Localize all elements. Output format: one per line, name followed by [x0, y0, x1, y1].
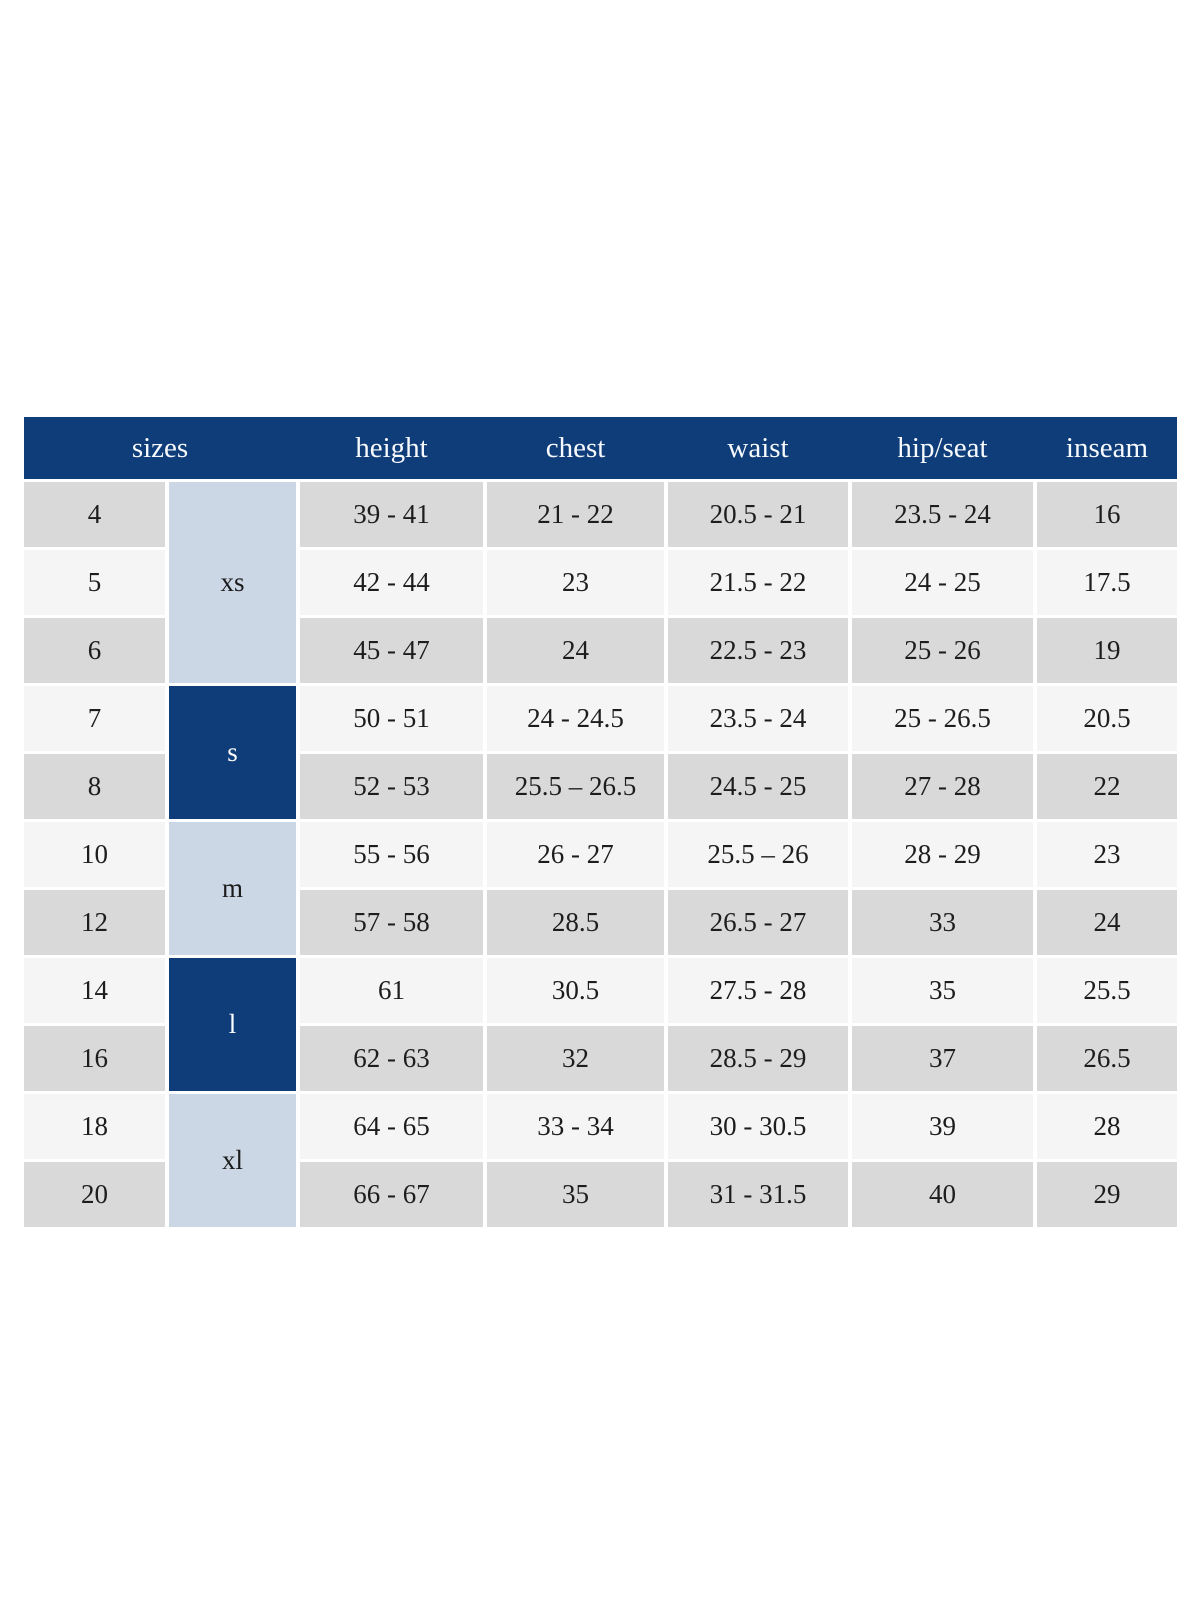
inseam-cell: 17.5 — [1037, 550, 1177, 615]
waist-cell: 21.5 - 22 — [668, 550, 848, 615]
chest-cell: 25.5 – 26.5 — [487, 754, 664, 819]
height-cell: 39 - 41 — [300, 482, 483, 547]
chest-cell: 23 — [487, 550, 664, 615]
size-group-cell-xs: xs — [169, 482, 296, 683]
hip-seat-cell: 25 - 26.5 — [852, 686, 1033, 751]
height-cell: 52 - 53 — [300, 754, 483, 819]
size-cell: 4 — [24, 482, 165, 547]
waist-cell: 30 - 30.5 — [668, 1094, 848, 1159]
waist-cell: 25.5 – 26 — [668, 822, 848, 887]
height-cell: 50 - 51 — [300, 686, 483, 751]
inseam-cell: 25.5 — [1037, 958, 1177, 1023]
inseam-cell: 20.5 — [1037, 686, 1177, 751]
column-header-sizes: sizes — [131, 431, 189, 464]
column-header-inseam: inseam — [1065, 431, 1149, 464]
hip-seat-cell: 39 — [852, 1094, 1033, 1159]
inseam-cell: 24 — [1037, 890, 1177, 955]
inseam-cell: 19 — [1037, 618, 1177, 683]
table-body: 4 xs 39 - 41 21 - 22 20.5 - 21 23.5 - 24… — [24, 482, 1177, 1227]
height-cell: 61 — [300, 958, 483, 1023]
chest-cell: 35 — [487, 1162, 664, 1227]
hip-seat-cell: 23.5 - 24 — [852, 482, 1033, 547]
table-header-row: sizes height chest waist hip/seat inseam — [24, 417, 1177, 479]
column-header-chest: chest — [545, 431, 606, 464]
hip-seat-cell: 25 - 26 — [852, 618, 1033, 683]
column-header-height: height — [355, 431, 428, 464]
hip-seat-cell: 33 — [852, 890, 1033, 955]
chest-cell: 32 — [487, 1026, 664, 1091]
inseam-cell: 22 — [1037, 754, 1177, 819]
height-cell: 66 - 67 — [300, 1162, 483, 1227]
inseam-cell: 16 — [1037, 482, 1177, 547]
chest-cell: 28.5 — [487, 890, 664, 955]
waist-cell: 24.5 - 25 — [668, 754, 848, 819]
inseam-cell: 23 — [1037, 822, 1177, 887]
height-cell: 62 - 63 — [300, 1026, 483, 1091]
column-header-waist: waist — [727, 431, 789, 464]
size-group-cell-xl: xl — [169, 1094, 296, 1227]
height-cell: 55 - 56 — [300, 822, 483, 887]
inseam-cell: 29 — [1037, 1162, 1177, 1227]
chest-cell: 33 - 34 — [487, 1094, 664, 1159]
size-cell: 20 — [24, 1162, 165, 1227]
chest-cell: 21 - 22 — [487, 482, 664, 547]
size-group-cell-s: s — [169, 686, 296, 819]
height-cell: 42 - 44 — [300, 550, 483, 615]
waist-cell: 31 - 31.5 — [668, 1162, 848, 1227]
waist-cell: 26.5 - 27 — [668, 890, 848, 955]
chest-cell: 26 - 27 — [487, 822, 664, 887]
size-group-cell-m: m — [169, 822, 296, 955]
waist-cell: 23.5 - 24 — [668, 686, 848, 751]
hip-seat-cell: 28 - 29 — [852, 822, 1033, 887]
size-cell: 7 — [24, 686, 165, 751]
height-cell: 57 - 58 — [300, 890, 483, 955]
hip-seat-cell: 40 — [852, 1162, 1033, 1227]
inseam-cell: 28 — [1037, 1094, 1177, 1159]
hip-seat-cell: 27 - 28 — [852, 754, 1033, 819]
chest-cell: 24 — [487, 618, 664, 683]
hip-seat-cell: 37 — [852, 1026, 1033, 1091]
hip-seat-cell: 24 - 25 — [852, 550, 1033, 615]
waist-cell: 22.5 - 23 — [668, 618, 848, 683]
size-cell: 10 — [24, 822, 165, 887]
hip-seat-cell: 35 — [852, 958, 1033, 1023]
chest-cell: 24 - 24.5 — [487, 686, 664, 751]
size-cell: 16 — [24, 1026, 165, 1091]
height-cell: 45 - 47 — [300, 618, 483, 683]
size-cell: 14 — [24, 958, 165, 1023]
size-cell: 6 — [24, 618, 165, 683]
size-group-cell-l: l — [169, 958, 296, 1091]
size-cell: 8 — [24, 754, 165, 819]
waist-cell: 27.5 - 28 — [668, 958, 848, 1023]
waist-cell: 20.5 - 21 — [668, 482, 848, 547]
size-chart-table: sizes height chest waist hip/seat inseam… — [24, 417, 1177, 1227]
height-cell: 64 - 65 — [300, 1094, 483, 1159]
inseam-cell: 26.5 — [1037, 1026, 1177, 1091]
column-header-hip-seat: hip/seat — [897, 431, 988, 464]
size-cell: 12 — [24, 890, 165, 955]
waist-cell: 28.5 - 29 — [668, 1026, 848, 1091]
chest-cell: 30.5 — [487, 958, 664, 1023]
size-cell: 18 — [24, 1094, 165, 1159]
size-cell: 5 — [24, 550, 165, 615]
